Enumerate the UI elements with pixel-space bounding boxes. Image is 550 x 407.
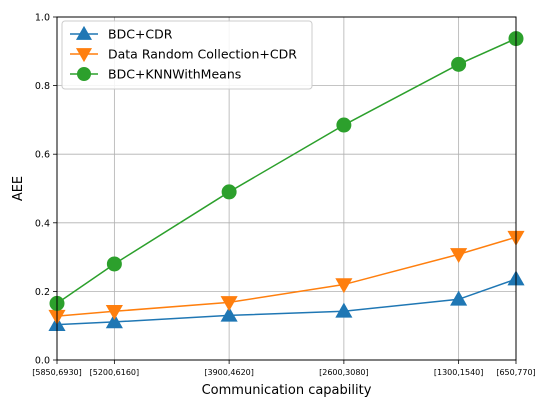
series-line-0	[56, 278, 517, 326]
plot-frame	[56, 16, 517, 361]
y-tick-label: 0.8	[35, 81, 50, 92]
data-point-1-3	[335, 278, 353, 294]
y-axis-title: AEE	[11, 176, 26, 201]
data-point-1-1	[105, 305, 123, 321]
legend-box	[61, 20, 313, 90]
y-tick-label: 0.6	[35, 150, 50, 161]
x-tick-label: [5850,6930]	[32, 368, 82, 377]
x-tick-label: [5200,6160]	[90, 368, 140, 377]
y-tick-label: 0.2	[35, 287, 50, 298]
x-tick-label: [3900,4620]	[204, 368, 254, 377]
data-point-0-3	[335, 302, 353, 318]
x-axis-ticks: [5850,6930] [5200,6160] [3900,4620] [2600,3…	[32, 360, 536, 377]
series-markers	[48, 31, 525, 331]
legend-label: Data Random Collection+CDR	[108, 47, 297, 62]
legend-marker	[75, 25, 93, 40]
data-point-2-2	[221, 184, 237, 200]
x-tick-label: [2600,3080]	[319, 368, 369, 377]
data-point-2-3	[336, 117, 352, 133]
x-tick-label: [1300,1540]	[434, 368, 484, 377]
data-point-1-4	[450, 248, 468, 264]
y-tick-label: 0.0	[35, 356, 50, 367]
data-point-0-4	[450, 290, 468, 306]
data-point-0-2	[220, 306, 238, 322]
y-tick-label: 0.4	[35, 218, 50, 229]
legend: BDC+CDR Data Random Collection+CDR BDC+KNN…	[61, 20, 313, 90]
series-line-1	[56, 236, 517, 317]
legend-label: BDC+KNNWithMeans	[108, 67, 241, 82]
legend-marker	[77, 67, 91, 81]
series-lines	[56, 37, 517, 326]
legend-label: BDC+CDR	[108, 27, 173, 42]
y-axis-ticks: 0.0 0.2 0.4 0.6 0.8 1.0	[35, 13, 57, 367]
series-line-2	[56, 37, 517, 305]
x-tick-label: [650,770]	[496, 368, 535, 377]
legend-marker	[75, 48, 93, 63]
y-tick-label: 1.0	[35, 13, 50, 24]
data-point-2-1	[106, 256, 122, 272]
data-point-0-1	[105, 313, 123, 329]
x-axis-title: Communication capability	[202, 383, 372, 398]
data-point-2-4	[451, 56, 467, 72]
data-point-1-2	[220, 296, 238, 312]
